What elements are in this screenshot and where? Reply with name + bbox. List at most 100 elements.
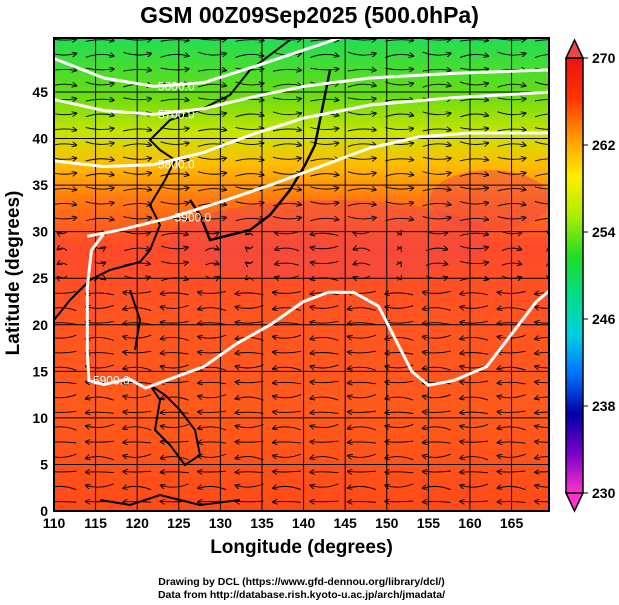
streamline-arrow <box>460 187 488 189</box>
streamline-arrow <box>198 394 227 398</box>
streamline-arrow <box>385 457 414 461</box>
y-tick-label: 5 <box>40 456 48 472</box>
streamline-arrow <box>535 397 549 400</box>
colorbar: 270 262 254 246 238 230 <box>564 38 616 513</box>
streamline-arrow <box>54 322 77 325</box>
colorbar-tick-label: 246 <box>592 311 616 327</box>
streamline-arrow <box>385 501 414 502</box>
streamline-arrow <box>460 381 489 383</box>
streamline-arrow <box>425 263 447 265</box>
contour-label: 5900.0 <box>174 211 211 225</box>
streamline-arrow <box>310 54 338 57</box>
streamline-arrow <box>348 367 376 370</box>
streamline-arrow <box>385 483 414 487</box>
x-tick-label: 160 <box>458 515 482 531</box>
streamline-arrow <box>272 216 301 218</box>
streamline-arrow <box>160 68 189 70</box>
streamline-arrow <box>460 261 488 263</box>
streamline-arrow <box>425 248 447 251</box>
streamline-arrow <box>311 233 339 235</box>
streamline-arrow <box>272 203 301 205</box>
y-tick-label: 40 <box>32 131 48 147</box>
streamline-arrow <box>235 114 264 117</box>
streamline-arrow <box>86 441 114 442</box>
streamline-arrow <box>272 98 301 100</box>
streamline-arrow <box>310 202 338 204</box>
colorbar-tick-label: 230 <box>592 485 616 501</box>
streamline-arrow <box>347 157 376 159</box>
credit-drawing: Drawing by DCL (https://www.gfd-dennou.o… <box>158 576 445 588</box>
streamline-arrow <box>273 471 301 472</box>
streamline-arrow <box>273 323 302 325</box>
streamline-arrow <box>422 69 451 71</box>
streamline-arrow <box>460 246 488 249</box>
streamline-arrow <box>460 128 488 130</box>
streamline-arrow <box>460 472 489 473</box>
streamline-arrow <box>460 337 489 340</box>
contour-line <box>54 38 345 88</box>
streamline-arrow <box>54 144 76 147</box>
streamline-arrow <box>235 40 264 42</box>
streamline-arrow <box>535 424 549 427</box>
streamline-arrow <box>85 99 114 101</box>
x-tick-label: 140 <box>292 515 316 531</box>
streamline-arrow <box>236 353 264 355</box>
streamline-arrow <box>423 291 451 293</box>
streamline-arrow <box>460 501 489 502</box>
streamline-arrow <box>459 218 488 220</box>
streamline-arrow <box>198 382 227 383</box>
streamline-arrow <box>535 412 549 413</box>
streamline-arrow <box>54 453 77 458</box>
streamline-arrow <box>534 39 549 42</box>
streamline-arrow <box>54 172 76 174</box>
streamline-arrow <box>535 441 549 442</box>
streamline-arrow <box>86 412 114 413</box>
streamline-arrow <box>347 172 376 175</box>
streamline-arrow <box>347 112 376 115</box>
streamline-arrow <box>310 457 339 461</box>
streamline-arrow <box>535 321 549 323</box>
streamline-arrow <box>85 82 114 85</box>
streamline-arrow <box>422 39 451 40</box>
streamline-arrow <box>273 382 302 383</box>
streamline-arrow <box>197 157 226 159</box>
streamline-arrow <box>161 293 189 295</box>
streamline-arrow <box>236 397 264 401</box>
streamline-arrow <box>422 112 451 115</box>
streamline-arrow <box>272 129 301 131</box>
y-tick-label: 10 <box>32 410 48 426</box>
streamline-arrow <box>54 38 76 40</box>
streamline-arrow <box>385 218 413 220</box>
streamline-arrow <box>236 365 264 368</box>
streamline-arrow <box>423 351 451 353</box>
streamline-arrow <box>423 471 451 472</box>
streamline-arrow <box>423 395 451 398</box>
streamline-arrow <box>534 217 549 222</box>
streamline-arrow <box>534 53 549 58</box>
streamline-arrow <box>205 248 218 252</box>
streamline-arrow <box>273 394 302 398</box>
streamline-arrow <box>246 245 254 249</box>
streamline-arrow <box>235 202 264 204</box>
streamline-arrow <box>311 246 339 249</box>
streamline-arrow <box>348 453 376 457</box>
streamline-arrow <box>347 203 376 205</box>
streamline-arrow <box>161 365 189 368</box>
streamline-arrow <box>86 483 114 487</box>
streamline-arrow <box>422 172 451 175</box>
streamline-arrow <box>310 174 338 177</box>
streamline-arrow <box>310 423 339 427</box>
streamline-arrow <box>347 69 376 71</box>
streamline-arrow <box>197 129 226 131</box>
streamline-arrow <box>460 457 489 461</box>
streamline-arrow <box>161 262 187 264</box>
streamline-arrow <box>197 84 226 87</box>
streamline-arrow <box>310 321 339 323</box>
streamline-arrow <box>385 337 414 340</box>
streamline-arrow <box>236 472 264 473</box>
streamline-arrow <box>459 202 488 205</box>
x-tick-label: 125 <box>167 515 191 531</box>
streamline-arrow <box>85 174 114 176</box>
streamline-arrow <box>385 202 413 205</box>
streamline-arrow <box>236 441 264 442</box>
